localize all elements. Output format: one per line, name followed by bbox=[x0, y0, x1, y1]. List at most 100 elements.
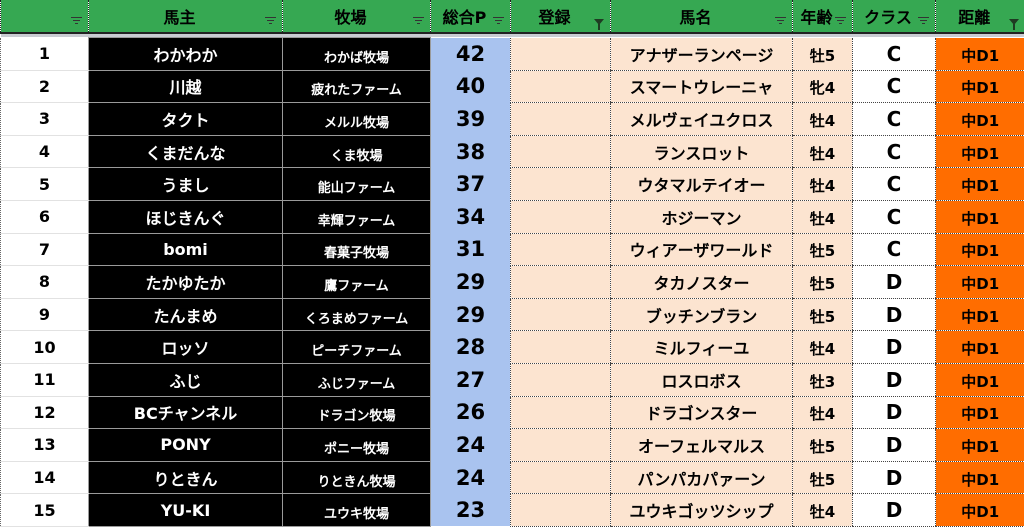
filter-dropdown-icon[interactable] bbox=[775, 17, 786, 25]
rank-cell[interactable]: 7 bbox=[0, 233, 89, 267]
filter-dropdown-icon[interactable] bbox=[493, 17, 504, 25]
farm-cell[interactable]: ピーチファーム bbox=[282, 330, 431, 364]
distance-cell[interactable]: 中D1 bbox=[935, 200, 1024, 234]
distance-cell[interactable]: 中D1 bbox=[935, 70, 1024, 104]
registration-cell[interactable] bbox=[510, 233, 611, 267]
distance-cell[interactable]: 中D1 bbox=[935, 233, 1024, 267]
distance-cell[interactable]: 中D1 bbox=[935, 493, 1024, 527]
class-cell[interactable]: C bbox=[852, 200, 936, 234]
owner-cell[interactable]: たんまめ bbox=[88, 297, 283, 332]
total-points-cell[interactable]: 27 bbox=[430, 363, 511, 397]
horse-name-cell[interactable]: パンパカパァーン bbox=[610, 461, 793, 495]
distance-cell[interactable]: 中D1 bbox=[935, 135, 1024, 169]
horse-name-cell[interactable]: ブッチンブラン bbox=[610, 298, 793, 332]
age-cell[interactable]: 牡4 bbox=[792, 200, 853, 234]
class-cell[interactable]: D bbox=[852, 265, 936, 299]
owner-cell[interactable]: PONY bbox=[88, 428, 283, 462]
age-cell[interactable]: 牡4 bbox=[792, 396, 853, 430]
rank-cell[interactable]: 8 bbox=[0, 265, 89, 299]
class-cell[interactable]: D bbox=[852, 428, 936, 462]
farm-cell[interactable]: 春菓子牧場 bbox=[282, 232, 431, 267]
registration-cell[interactable] bbox=[510, 396, 611, 430]
column-header-class[interactable]: クラス bbox=[852, 0, 936, 34]
age-cell[interactable]: 牡5 bbox=[792, 461, 853, 495]
owner-cell[interactable]: うまし bbox=[88, 167, 283, 201]
class-cell[interactable]: D bbox=[852, 493, 936, 527]
registration-cell[interactable] bbox=[510, 135, 611, 169]
rank-cell[interactable]: 1 bbox=[0, 37, 89, 71]
distance-cell[interactable]: 中D1 bbox=[935, 265, 1024, 299]
owner-cell[interactable]: わかわか bbox=[88, 37, 283, 71]
class-cell[interactable]: D bbox=[852, 298, 936, 332]
age-cell[interactable]: 牡3 bbox=[792, 363, 853, 397]
horse-name-cell[interactable]: ウタマルテイオー bbox=[610, 167, 793, 201]
farm-cell[interactable]: ユウキ牧場 bbox=[282, 493, 431, 527]
horse-name-cell[interactable]: タカノスター bbox=[610, 265, 793, 299]
filter-dropdown-icon[interactable] bbox=[413, 17, 424, 25]
filter-dropdown-icon[interactable] bbox=[265, 17, 276, 25]
class-cell[interactable]: D bbox=[852, 396, 936, 430]
class-cell[interactable]: C bbox=[852, 233, 936, 267]
owner-cell[interactable]: タクト bbox=[88, 102, 283, 136]
horse-name-cell[interactable]: ロスロボス bbox=[610, 363, 793, 397]
total-points-cell[interactable]: 28 bbox=[430, 330, 511, 364]
farm-cell[interactable]: くろまめファーム bbox=[282, 297, 431, 332]
rank-cell[interactable]: 10 bbox=[0, 330, 89, 364]
farm-cell[interactable]: 鷹ファーム bbox=[282, 265, 431, 299]
column-header-distance[interactable]: 距離 bbox=[935, 0, 1024, 34]
total-points-cell[interactable]: 37 bbox=[430, 167, 511, 201]
farm-cell[interactable]: りときん牧場 bbox=[282, 460, 431, 495]
total-points-cell[interactable]: 24 bbox=[430, 428, 511, 462]
owner-cell[interactable]: ふじ bbox=[88, 362, 283, 397]
class-cell[interactable]: D bbox=[852, 461, 936, 495]
total-points-cell[interactable]: 34 bbox=[430, 200, 511, 234]
filter-dropdown-icon[interactable] bbox=[918, 17, 929, 25]
total-points-cell[interactable]: 40 bbox=[430, 70, 511, 103]
farm-cell[interactable]: 幸輝ファーム bbox=[282, 199, 431, 234]
total-points-cell[interactable]: 26 bbox=[430, 396, 511, 429]
registration-cell[interactable] bbox=[510, 298, 611, 332]
distance-cell[interactable]: 中D1 bbox=[935, 396, 1024, 430]
horse-name-cell[interactable]: アナザーランページ bbox=[610, 37, 793, 71]
column-header-age[interactable]: 年齢 bbox=[792, 0, 853, 34]
horse-name-cell[interactable]: ランスロット bbox=[610, 135, 793, 169]
class-cell[interactable]: D bbox=[852, 363, 936, 397]
rank-cell[interactable]: 12 bbox=[0, 396, 89, 430]
registration-cell[interactable] bbox=[510, 70, 611, 104]
distance-cell[interactable]: 中D1 bbox=[935, 330, 1024, 364]
class-cell[interactable]: C bbox=[852, 37, 936, 71]
horse-name-cell[interactable]: ユウキゴッツシップ bbox=[610, 493, 793, 527]
age-cell[interactable]: 牝4 bbox=[792, 70, 853, 104]
total-points-cell[interactable]: 29 bbox=[430, 298, 511, 331]
rank-cell[interactable]: 11 bbox=[0, 363, 89, 397]
distance-cell[interactable]: 中D1 bbox=[935, 102, 1024, 136]
horse-name-cell[interactable]: ドラゴンスター bbox=[610, 396, 793, 430]
filter-dropdown-icon[interactable] bbox=[71, 17, 82, 25]
registration-cell[interactable] bbox=[510, 428, 611, 462]
farm-cell[interactable]: くま牧場 bbox=[282, 134, 431, 169]
total-points-cell[interactable]: 38 bbox=[430, 135, 511, 168]
total-points-cell[interactable]: 42 bbox=[430, 37, 511, 71]
rank-cell[interactable]: 15 bbox=[0, 493, 89, 527]
registration-cell[interactable] bbox=[510, 167, 611, 201]
horse-name-cell[interactable]: ウィアーザワールド bbox=[610, 233, 793, 267]
column-header-rank[interactable] bbox=[0, 0, 89, 34]
filter-active-icon[interactable] bbox=[1008, 19, 1019, 30]
owner-cell[interactable]: 川越 bbox=[88, 69, 283, 104]
registration-cell[interactable] bbox=[510, 493, 611, 527]
farm-cell[interactable]: メルル牧場 bbox=[282, 102, 431, 136]
farm-cell[interactable]: 疲れたファーム bbox=[282, 69, 431, 104]
column-header-total-points[interactable]: 総合P bbox=[430, 0, 511, 34]
horse-name-cell[interactable]: メルヴェイユクロス bbox=[610, 102, 793, 136]
owner-cell[interactable]: りときん bbox=[88, 460, 283, 495]
owner-cell[interactable]: ほじきんぐ bbox=[88, 199, 283, 234]
owner-cell[interactable]: YU-KI bbox=[88, 493, 283, 527]
age-cell[interactable]: 牡4 bbox=[792, 102, 853, 136]
total-points-cell[interactable]: 29 bbox=[430, 265, 511, 299]
distance-cell[interactable]: 中D1 bbox=[935, 167, 1024, 201]
age-cell[interactable]: 牡4 bbox=[792, 493, 853, 527]
distance-cell[interactable]: 中D1 bbox=[935, 298, 1024, 332]
owner-cell[interactable]: BCチャンネル bbox=[88, 395, 283, 430]
horse-name-cell[interactable]: オーフェルマルス bbox=[610, 428, 793, 462]
age-cell[interactable]: 牡4 bbox=[792, 135, 853, 169]
